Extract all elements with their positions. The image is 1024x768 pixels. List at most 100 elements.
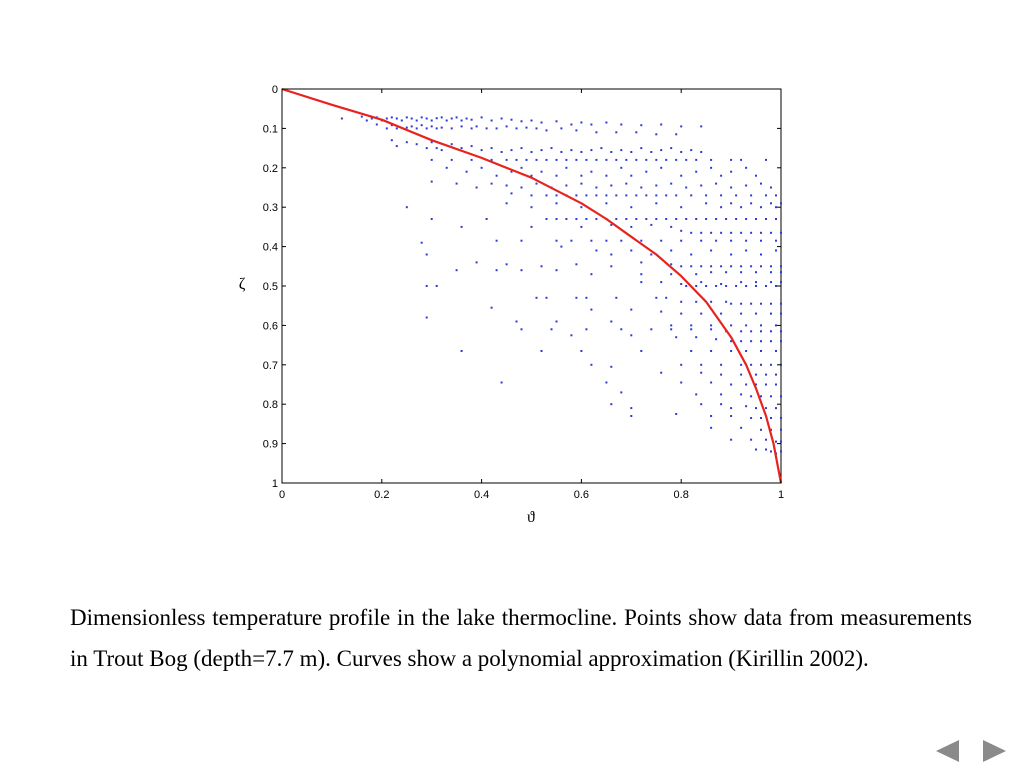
data-point [745, 383, 748, 386]
data-point [760, 363, 762, 366]
data-point [520, 147, 523, 150]
triangle-right-icon[interactable] [983, 740, 1006, 762]
data-point [605, 381, 608, 384]
data-point [685, 218, 688, 220]
data-point [645, 170, 648, 173]
data-point [710, 249, 713, 252]
scatter-points [340, 115, 782, 455]
data-point [740, 281, 743, 284]
data-point [780, 202, 782, 205]
y-tick-label: 0.1 [263, 123, 278, 135]
data-point [530, 151, 533, 153]
data-point [765, 194, 767, 197]
data-point [730, 231, 733, 234]
data-point [665, 218, 668, 220]
data-point [605, 158, 608, 161]
data-point [660, 149, 663, 152]
data-point [760, 340, 762, 343]
data-point [490, 147, 493, 150]
data-point [600, 147, 603, 150]
data-point [725, 300, 728, 303]
data-point [750, 302, 753, 305]
data-point [720, 206, 723, 209]
data-point [660, 281, 663, 284]
data-point [555, 269, 558, 272]
data-point [530, 119, 533, 122]
data-point [640, 239, 643, 242]
data-point [615, 194, 618, 197]
data-point [605, 121, 608, 124]
data-point [770, 330, 772, 333]
data-point [710, 415, 713, 417]
data-point [520, 239, 523, 242]
data-point [610, 253, 613, 256]
data-point [690, 328, 693, 331]
data-point [430, 119, 433, 122]
data-point [605, 194, 608, 197]
data-point [580, 121, 583, 124]
data-point [630, 206, 633, 209]
data-point [730, 302, 733, 305]
data-point [570, 149, 573, 152]
data-point [675, 194, 678, 197]
data-point [690, 324, 693, 327]
data-point [680, 229, 683, 232]
data-point [765, 407, 767, 410]
data-point [420, 116, 423, 119]
data-point [705, 202, 708, 205]
x-tick-label: 0.4 [474, 489, 489, 501]
data-point [690, 350, 693, 352]
data-point [470, 118, 473, 121]
data-point [610, 184, 613, 187]
data-point [520, 186, 523, 189]
data-point [760, 428, 762, 431]
data-point [750, 202, 753, 205]
data-point [730, 158, 733, 161]
data-point [700, 281, 703, 284]
data-point [730, 202, 733, 205]
data-point [590, 170, 593, 173]
data-point [420, 241, 423, 244]
data-point [510, 149, 513, 152]
data-point [525, 126, 528, 129]
data-point [585, 296, 588, 299]
data-point [495, 127, 498, 130]
data-point [575, 129, 578, 132]
data-point [730, 324, 733, 327]
data-point [690, 265, 693, 268]
data-point [640, 273, 643, 276]
data-point [760, 265, 762, 268]
data-point [505, 263, 508, 266]
triangle-left-icon[interactable] [936, 740, 959, 762]
data-point [395, 145, 398, 148]
data-point [650, 151, 653, 153]
data-point [585, 218, 588, 220]
data-point [680, 312, 683, 315]
data-point [510, 192, 513, 195]
data-point [670, 273, 673, 276]
data-point [340, 117, 343, 120]
data-point [755, 312, 757, 315]
data-point [780, 440, 782, 443]
data-point [530, 174, 533, 177]
data-point [755, 174, 757, 177]
data-point [440, 126, 443, 129]
data-point [700, 239, 703, 242]
data-point [520, 269, 523, 272]
data-point [470, 158, 473, 161]
data-point [655, 194, 658, 197]
data-point [545, 129, 548, 132]
data-point [695, 336, 698, 339]
data-point [630, 151, 633, 153]
data-point [640, 261, 643, 264]
data-point [495, 239, 498, 242]
data-point [505, 158, 508, 161]
data-point [460, 119, 463, 122]
data-point [720, 363, 723, 366]
data-point [530, 194, 533, 197]
data-point [730, 186, 733, 189]
data-point [725, 271, 728, 274]
data-point [700, 265, 703, 268]
data-point [680, 265, 683, 268]
data-point [720, 393, 723, 396]
